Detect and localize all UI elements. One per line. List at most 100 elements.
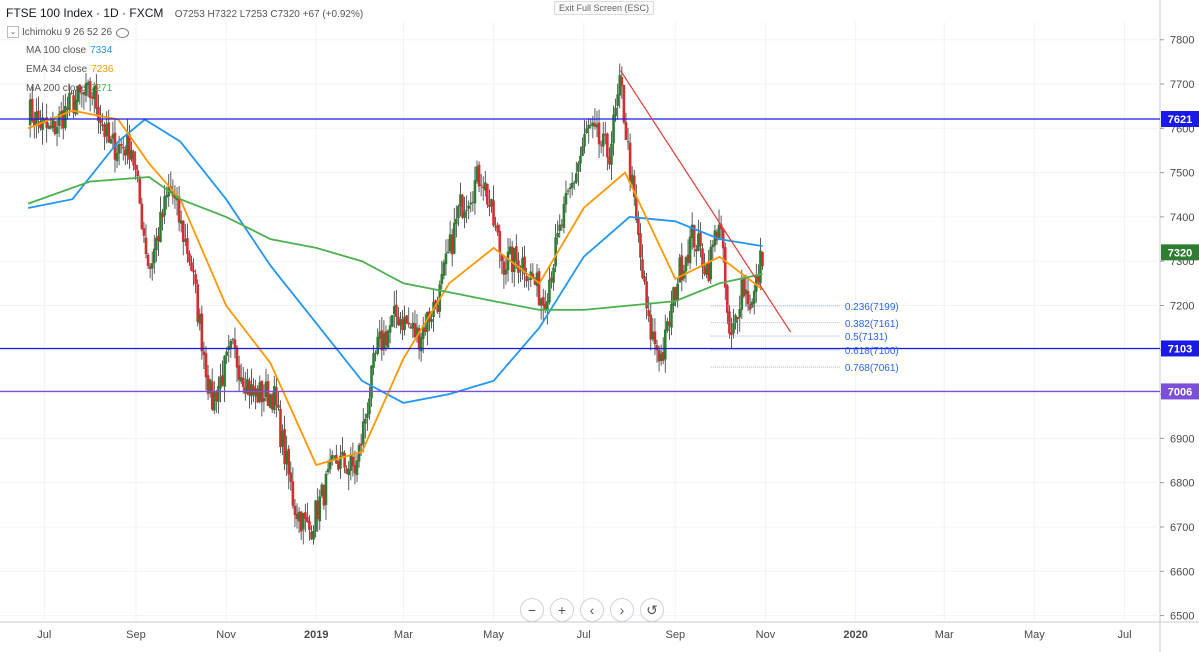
scroll-left-button[interactable]: ‹ [580, 598, 604, 622]
candle-body [32, 119, 36, 126]
candle-body [508, 246, 512, 254]
candle-body [175, 198, 179, 201]
candle-body [483, 182, 487, 191]
candle-body [277, 404, 280, 408]
candle-body [43, 119, 46, 121]
visibility-icon[interactable] [116, 27, 130, 38]
candle-body [184, 239, 187, 242]
candle-body [579, 155, 582, 164]
candle-body [132, 151, 135, 166]
candle-body [703, 267, 706, 275]
candle-body [564, 192, 568, 205]
candle-body [252, 385, 255, 395]
candle-body [477, 164, 481, 187]
symbol-title: FTSE 100 Index · 1D · FXCM [6, 6, 164, 20]
candle-body [134, 164, 137, 170]
candle-body [676, 283, 679, 301]
indicator-label: EMA 34 close [26, 64, 88, 75]
candle-body [670, 304, 673, 328]
indicator-ma100[interactable]: MA 100 close 7334 [26, 45, 112, 56]
candle-body [744, 289, 748, 295]
candle-body [575, 173, 578, 183]
candle-body [496, 224, 499, 233]
candle-body [624, 122, 628, 140]
candle-body [194, 274, 197, 284]
price-label: 7621 [1168, 114, 1192, 126]
x-tick-label: 2020 [843, 629, 867, 641]
collapse-legend-icon[interactable]: ⌄ [7, 26, 19, 38]
exit-fullscreen-button[interactable]: Exit Full Screen (ESC) [554, 1, 655, 15]
candle-body [488, 204, 491, 207]
candle-body [312, 530, 315, 540]
candle-body [548, 279, 551, 303]
indicator-ichimoku[interactable]: Ichimoku 9 26 52 26 [22, 27, 130, 38]
candle-body [279, 408, 282, 447]
zoom-in-button[interactable]: + [550, 598, 574, 622]
zoom-out-button[interactable]: − [520, 598, 544, 622]
candle-body [148, 266, 152, 269]
candle-body [237, 365, 241, 381]
candle-body [459, 194, 462, 207]
price-label-box [1161, 111, 1199, 128]
y-tick-label: 6600 [1170, 566, 1194, 578]
candle-body [440, 273, 444, 284]
scroll-right-button[interactable]: › [610, 598, 634, 622]
y-tick-label: 7800 [1170, 35, 1194, 47]
candle-body [527, 279, 531, 281]
indicator-ma200[interactable]: MA 200 close 7271 [26, 83, 112, 94]
candle-body [651, 331, 655, 340]
price-label: 7103 [1168, 343, 1192, 355]
candle-body [101, 124, 104, 127]
last-price-label: 7320 [1168, 247, 1192, 259]
candle-body [374, 352, 377, 354]
candle-body [502, 261, 506, 275]
reset-chart-button[interactable]: ↺ [640, 598, 664, 622]
candle-body [593, 123, 597, 127]
series-line [27, 176, 763, 311]
candle-body [568, 187, 572, 190]
candle-body [519, 270, 522, 272]
candle-body [674, 286, 677, 301]
candle-body [434, 300, 437, 306]
candle-body [318, 496, 322, 522]
candle-body [370, 365, 373, 399]
candle-body [577, 163, 580, 172]
candle-body [45, 117, 48, 128]
candle-body [229, 340, 233, 349]
fib-level-label: 0.618(7100) [845, 346, 899, 357]
candle-body [748, 304, 752, 310]
candle-body [546, 301, 549, 310]
candle-body [512, 248, 516, 273]
fib-level-label: 0.236(7199) [845, 302, 899, 313]
candle-body [448, 234, 452, 252]
indicator-ema34[interactable]: EMA 34 close 7236 [26, 64, 113, 75]
candle-body [281, 430, 284, 447]
x-tick-label: Sep [666, 629, 686, 641]
candle-body [314, 500, 317, 532]
candle-body [471, 201, 475, 203]
candle-body [142, 228, 146, 236]
candle-body [504, 269, 508, 275]
candle-body [659, 353, 663, 361]
candle-body [130, 150, 133, 160]
candle-body [136, 170, 140, 177]
candle-body [423, 327, 427, 333]
candle-body [115, 153, 119, 162]
candle-body [165, 194, 168, 198]
candle-body [734, 315, 737, 323]
candle-body [289, 472, 293, 482]
y-tick-label: 7200 [1170, 300, 1194, 312]
candle-body [339, 455, 342, 469]
candle-body [107, 122, 111, 143]
candle-body [332, 455, 336, 457]
candle-body [306, 516, 309, 523]
candle-body [349, 455, 353, 471]
candle-body [241, 377, 245, 387]
candle-body [231, 339, 235, 341]
candle-body [72, 95, 75, 113]
series-line [27, 109, 764, 467]
candle-body [643, 276, 646, 282]
candle-body [90, 96, 94, 99]
candle-body [635, 196, 638, 221]
